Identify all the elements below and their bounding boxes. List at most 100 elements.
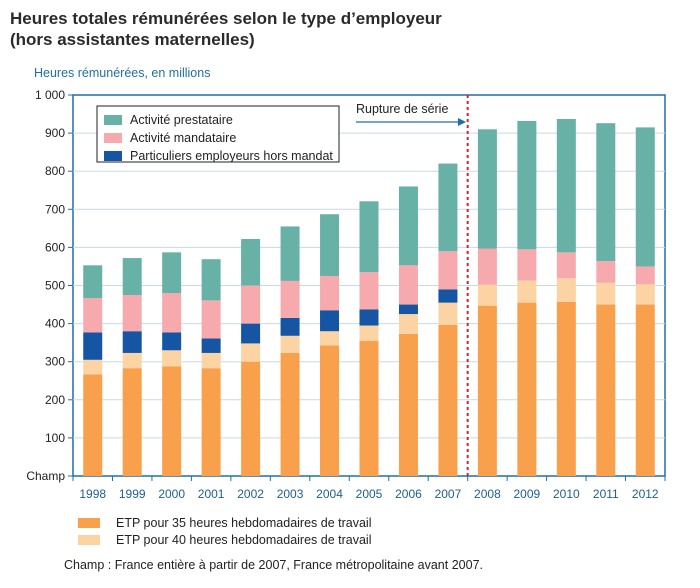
bar-prestataire-1999 bbox=[122, 258, 142, 296]
bar-etp40-2012 bbox=[635, 284, 655, 305]
bar-etp35-2008 bbox=[477, 305, 497, 476]
y-tick-label: 100 bbox=[45, 431, 65, 445]
y-tick-label: 300 bbox=[45, 355, 65, 369]
annotation-group: Rupture de série bbox=[356, 102, 466, 126]
annotation-arrowhead bbox=[458, 118, 466, 126]
bar-particuliers-2001 bbox=[201, 338, 221, 353]
legend-swatch-etp40 bbox=[78, 534, 100, 545]
bar-etp40-2004 bbox=[320, 331, 340, 346]
scope-note: Champ : France entière à partir de 2007,… bbox=[64, 558, 483, 572]
legend-item-etp40: ETP pour 40 heures hebdomadaires de trav… bbox=[78, 531, 371, 548]
y-tick-label: 500 bbox=[45, 279, 65, 293]
bar-mandataire-2001 bbox=[201, 300, 221, 339]
bar-mandataire-2000 bbox=[162, 293, 182, 333]
bar-etp40-2007 bbox=[438, 302, 458, 325]
bar-mandataire-2005 bbox=[359, 272, 379, 310]
legend-label-etp40: ETP pour 40 heures hebdomadaires de trav… bbox=[116, 532, 372, 547]
legend-label-particuliers: Particuliers employeurs hors mandat bbox=[130, 149, 333, 163]
bar-etp35-1998 bbox=[83, 374, 103, 476]
x-tick-label-2004: 2004 bbox=[316, 487, 343, 501]
bar-mandataire-2006 bbox=[398, 265, 418, 305]
bar-prestataire-2001 bbox=[201, 259, 221, 301]
bar-prestataire-2012 bbox=[635, 127, 655, 267]
bar-particuliers-2007 bbox=[438, 289, 458, 303]
title-line-1: Heures totales rémunérées selon le type … bbox=[10, 9, 442, 28]
x-tick-label-2002: 2002 bbox=[237, 487, 264, 501]
y-axis-label: Heures rémunérées, en millions bbox=[34, 66, 211, 80]
y-tick-label: 600 bbox=[45, 240, 65, 254]
bar-prestataire-2009 bbox=[517, 120, 537, 250]
bar-etp35-2007 bbox=[438, 324, 458, 476]
x-tick-label-2009: 2009 bbox=[514, 487, 541, 501]
bar-mandataire-1998 bbox=[83, 298, 103, 333]
bar-etp40-2005 bbox=[359, 325, 379, 341]
x-tick-label-2012: 2012 bbox=[632, 487, 659, 501]
x-tick-label-2011: 2011 bbox=[593, 487, 619, 501]
bar-mandataire-2010 bbox=[556, 252, 576, 279]
bar-particuliers-2003 bbox=[280, 317, 300, 336]
bar-mandataire-2008 bbox=[477, 248, 497, 285]
bar-etp35-2003 bbox=[280, 352, 300, 476]
bar-etp40-2002 bbox=[241, 343, 261, 362]
bar-particuliers-2006 bbox=[398, 304, 418, 315]
x-tick-label-2008: 2008 bbox=[474, 487, 501, 501]
bar-etp35-2002 bbox=[241, 361, 261, 476]
bar-particuliers-2004 bbox=[320, 310, 340, 332]
top-legend-box bbox=[96, 105, 340, 163]
bar-etp35-2001 bbox=[201, 368, 221, 476]
bar-etp35-2005 bbox=[359, 340, 379, 476]
title-line-2: (hors assistantes maternelles) bbox=[10, 30, 255, 49]
bar-mandataire-1999 bbox=[122, 295, 142, 332]
bar-etp35-2012 bbox=[635, 304, 655, 476]
bar-mandataire-2009 bbox=[517, 249, 537, 281]
bar-prestataire-2010 bbox=[556, 119, 576, 253]
bar-mandataire-2004 bbox=[320, 275, 340, 311]
bar-etp40-2006 bbox=[398, 314, 418, 334]
bar-prestataire-2005 bbox=[359, 201, 379, 273]
bar-particuliers-1999 bbox=[122, 331, 142, 353]
legend-swatch-mandataire bbox=[104, 133, 122, 143]
bar-prestataire-2008 bbox=[477, 129, 497, 249]
bar-etp40-2009 bbox=[517, 280, 537, 303]
annotation-text: Rupture de série bbox=[356, 102, 448, 116]
bar-prestataire-2007 bbox=[438, 163, 458, 252]
x-tick-label-2005: 2005 bbox=[356, 487, 383, 501]
legend-label-prestataire: Activité prestataire bbox=[130, 113, 233, 127]
legend-swatch-prestataire bbox=[104, 115, 122, 125]
bar-etp40-2011 bbox=[596, 282, 616, 305]
bar-prestataire-2000 bbox=[162, 252, 182, 294]
bar-etp35-2006 bbox=[398, 333, 418, 476]
y-tick-label: 900 bbox=[45, 126, 65, 140]
legend-swatch-particuliers bbox=[104, 151, 122, 161]
bar-mandataire-2011 bbox=[596, 261, 616, 283]
legend-label-mandataire: Activité mandataire bbox=[130, 131, 236, 145]
legend-swatch-etp35 bbox=[78, 517, 100, 528]
bar-mandataire-2003 bbox=[280, 280, 300, 318]
x-tick-label-1999: 1999 bbox=[119, 487, 146, 501]
bar-etp35-2000 bbox=[162, 366, 182, 476]
x-tick-label-2003: 2003 bbox=[277, 487, 304, 501]
bar-mandataire-2012 bbox=[635, 266, 655, 285]
bar-etp40-1998 bbox=[83, 359, 103, 375]
bar-etp40-2008 bbox=[477, 284, 497, 306]
bar-prestataire-2002 bbox=[241, 239, 261, 286]
bar-prestataire-2006 bbox=[398, 186, 418, 266]
bar-prestataire-2004 bbox=[320, 214, 340, 276]
bar-etp40-2010 bbox=[556, 278, 576, 302]
bar-etp40-2000 bbox=[162, 350, 182, 367]
bar-etp35-2004 bbox=[320, 345, 340, 476]
y-tick-label: 800 bbox=[45, 164, 65, 178]
bottom-legend: ETP pour 35 heures hebdomadaires de trav… bbox=[78, 514, 371, 548]
bar-etp35-2010 bbox=[556, 301, 576, 476]
bar-particuliers-2000 bbox=[162, 332, 182, 351]
x-tick-label-2001: 2001 bbox=[198, 487, 225, 501]
bar-particuliers-1998 bbox=[83, 332, 103, 360]
x-tick-label-1998: 1998 bbox=[79, 487, 106, 501]
bar-prestataire-2011 bbox=[596, 123, 616, 262]
bar-etp40-2001 bbox=[201, 352, 221, 369]
top-legend: Activité prestataire Activité mandataire P… bbox=[96, 105, 340, 163]
bar-mandataire-2002 bbox=[241, 285, 261, 324]
y-tick-label: 200 bbox=[45, 393, 65, 407]
x-tick-label-2010: 2010 bbox=[553, 487, 580, 501]
